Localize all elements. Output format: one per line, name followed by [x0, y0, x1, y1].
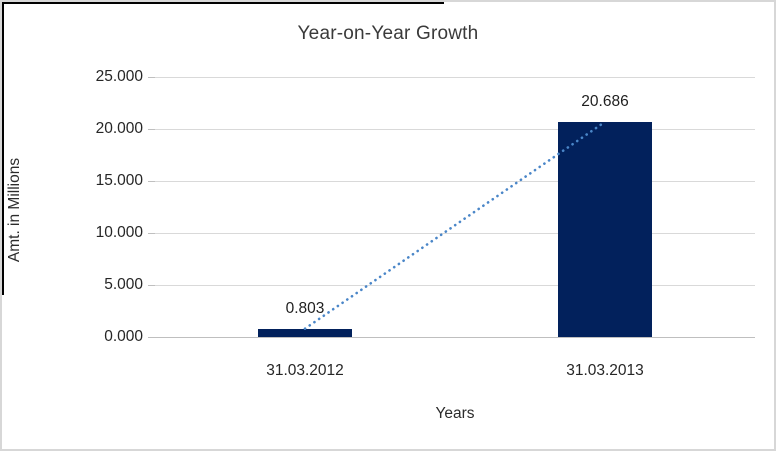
x-tick-label: 31.03.2013: [566, 362, 644, 379]
bar-data-label: 20.686: [581, 92, 629, 110]
gridline: [155, 233, 755, 234]
x-axis-line: [155, 337, 755, 338]
gridline: [155, 129, 755, 130]
frame-accent-left: [2, 2, 4, 295]
chart-title: Year-on-Year Growth: [297, 23, 479, 44]
y-axis-tick: [148, 285, 155, 286]
gridline: [155, 77, 755, 78]
y-axis-tick: [148, 129, 155, 130]
y-tick-label: 10.000: [95, 224, 143, 241]
y-axis-tick: [148, 233, 155, 234]
frame-accent-top: [2, 2, 444, 4]
y-tick-label: 15.000: [95, 172, 143, 189]
bar-31.03.2013: [558, 121, 652, 337]
gridline: [155, 181, 755, 182]
bar-data-label: 0.803: [285, 299, 325, 317]
y-tick-label: 25.000: [95, 68, 143, 85]
y-tick-label: 20.000: [95, 120, 143, 137]
bar-31.03.2012: [258, 328, 352, 337]
x-tick-label: 31.03.2012: [266, 362, 344, 379]
y-axis-tick: [148, 337, 155, 338]
y-axis-tick: [148, 181, 155, 182]
y-tick-label: 0.000: [104, 328, 143, 345]
x-axis-title: Years: [435, 405, 475, 422]
y-tick-label: 5.000: [104, 276, 143, 293]
gridline: [155, 285, 755, 286]
y-axis-tick: [148, 77, 155, 78]
